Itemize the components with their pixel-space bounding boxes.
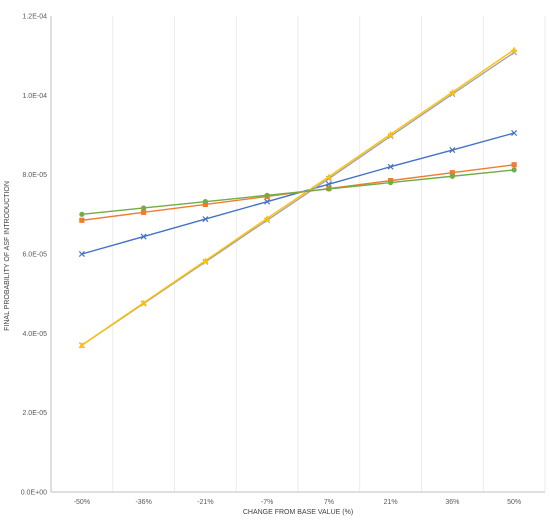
x-tick-label: 7% bbox=[324, 499, 334, 506]
x-tick-label: -36% bbox=[135, 499, 151, 506]
data-point bbox=[511, 129, 518, 137]
data-point bbox=[325, 173, 332, 180]
data-point bbox=[325, 181, 332, 188]
data-point bbox=[511, 46, 518, 53]
y-tick-label: 4.0E-05 bbox=[22, 331, 47, 338]
data-point bbox=[78, 342, 85, 348]
data-point bbox=[202, 199, 208, 205]
data-point bbox=[140, 233, 147, 240]
data-point bbox=[326, 186, 332, 192]
data-point bbox=[79, 211, 85, 217]
y-tick-label: 0.0E+00 bbox=[21, 490, 47, 497]
series-line bbox=[81, 51, 515, 346]
data-point bbox=[202, 216, 209, 223]
series-group bbox=[78, 46, 518, 349]
data-point bbox=[264, 215, 271, 221]
data-point bbox=[202, 257, 209, 264]
y-tick-label: 1.2E-04 bbox=[22, 14, 47, 21]
data-point bbox=[387, 131, 394, 137]
series-line bbox=[81, 169, 515, 216]
data-point bbox=[449, 173, 455, 179]
x-axis-title: CHANGE FROM BASE VALUE (%) bbox=[243, 509, 353, 516]
axes bbox=[50, 16, 545, 493]
tick-labels: 0.0E+00 2.0E-05 4.0E-05 6.0E-05 8.0E-05 1.0E-… bbox=[21, 14, 521, 507]
data-point bbox=[264, 192, 270, 198]
x-tick-label: -21% bbox=[197, 499, 213, 506]
data-point bbox=[511, 162, 517, 168]
data-point bbox=[140, 299, 147, 306]
data-point bbox=[449, 170, 455, 176]
series-line bbox=[81, 49, 515, 346]
data-point bbox=[141, 205, 147, 211]
data-point bbox=[449, 88, 456, 95]
data-point bbox=[387, 163, 394, 170]
series-5 bbox=[79, 167, 517, 217]
y-tick-label: 2.0E-05 bbox=[22, 410, 47, 417]
data-point bbox=[202, 201, 208, 208]
data-point bbox=[78, 250, 85, 258]
y-tick-label: 1.0E-04 bbox=[22, 93, 47, 100]
data-point bbox=[79, 217, 85, 223]
y-tick-label: 6.0E-05 bbox=[22, 252, 47, 259]
data-point bbox=[511, 167, 517, 173]
data-point bbox=[388, 180, 394, 186]
x-tick-label: 36% bbox=[445, 499, 459, 506]
y-tick-label: 8.0E-05 bbox=[22, 172, 47, 179]
data-point bbox=[141, 209, 147, 215]
data-point bbox=[264, 198, 271, 205]
x-tick-label: 21% bbox=[384, 499, 398, 506]
gridlines bbox=[112, 16, 546, 492]
series-4 bbox=[78, 46, 518, 348]
x-tick-label: -7% bbox=[261, 499, 273, 506]
x-tick-label: -50% bbox=[74, 499, 90, 506]
data-point bbox=[449, 147, 456, 154]
x-tick-label: 50% bbox=[507, 499, 521, 506]
y-axis-title: FINAL PROBABILITY OF ASF INTRODUCTION bbox=[4, 181, 11, 331]
